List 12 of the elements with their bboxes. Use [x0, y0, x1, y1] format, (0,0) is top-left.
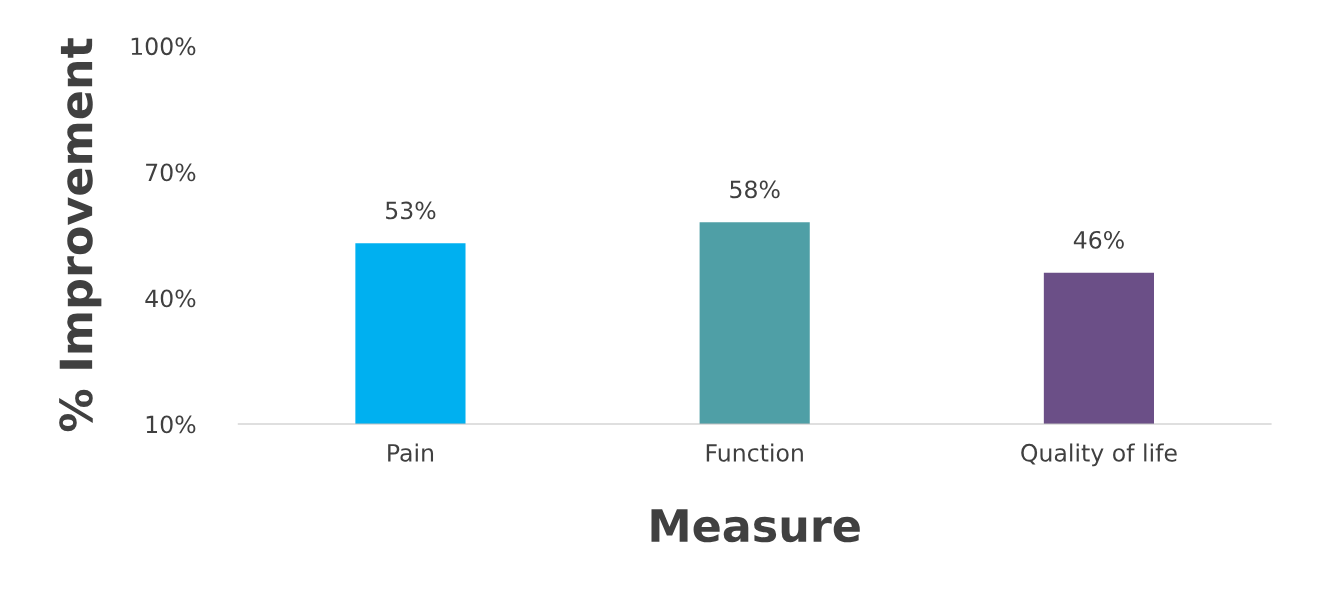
data-label: 58% [730, 180, 780, 199]
data-label: 46% [1073, 230, 1124, 249]
y-tick-label: 40% [145, 289, 196, 308]
y-tick-label: 70% [146, 163, 196, 182]
y-tick-label: 10% [146, 415, 196, 434]
x-tick-label: Pain [388, 443, 434, 462]
x-axis-title: Measure [651, 509, 860, 543]
data-label: 53% [386, 201, 436, 220]
y-axis-title: % Improvement [59, 38, 102, 432]
x-tick-label: Quality of life [1021, 443, 1177, 467]
x-tick-label: Function [706, 443, 803, 462]
y-tick-label: 100% [131, 37, 196, 56]
